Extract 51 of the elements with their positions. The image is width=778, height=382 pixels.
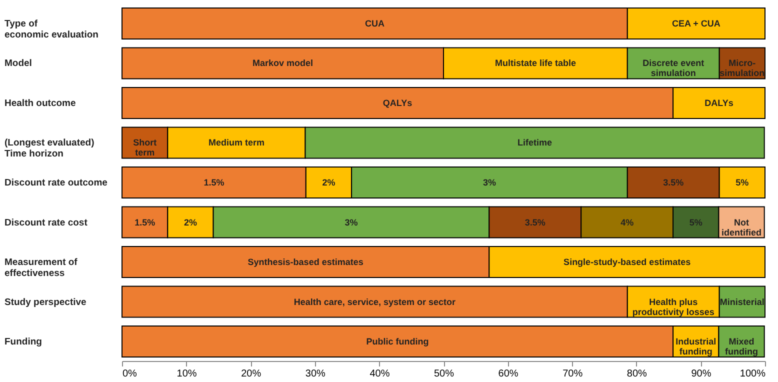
x-tick-label: 80%	[626, 368, 648, 380]
series-label: Discrete event simulation	[642, 58, 704, 78]
series-label: Micro- simulation	[720, 58, 765, 78]
x-tick-label: 60%	[498, 368, 518, 380]
text: 3.5%	[524, 217, 546, 228]
series-label: Lifetime	[518, 138, 552, 148]
series-label: Short term	[133, 138, 157, 158]
series-label: 2%	[322, 178, 336, 188]
series-label: Ministerial	[720, 296, 764, 307]
series-label: Mixed funding	[725, 336, 758, 357]
series-label: Multistate life table	[494, 58, 576, 68]
text: 2%	[184, 217, 197, 228]
series-label: Industrial funding	[676, 336, 716, 357]
x-tick-label: 90%	[691, 368, 712, 380]
x-tick-label: 40%	[370, 368, 390, 380]
series-label: 3%	[482, 178, 496, 188]
y-tick-label: Funding	[4, 336, 42, 348]
x-tick-label: 30%	[305, 368, 326, 380]
series-label: Synthesis-based estimates	[248, 257, 364, 268]
series-label: 1.5%	[204, 178, 224, 188]
series-label: DALYs	[704, 98, 734, 108]
x-tick-label: 10%	[176, 368, 197, 380]
text: 5%	[689, 217, 702, 228]
series-label: 4%	[620, 217, 634, 228]
series-label: Single-study-based estimates	[564, 257, 691, 268]
series-label: 5%	[736, 178, 749, 188]
y-tick-label: Discount rate cost	[4, 217, 88, 228]
series-label: Markov model	[252, 58, 314, 68]
series-label: CEA + CUA	[672, 18, 721, 28]
y-tick-label: Model	[4, 58, 32, 70]
text: 1.5%	[134, 217, 156, 228]
y-tick-label: Measurement of effectiveness	[4, 257, 78, 280]
x-tick-label: 100%	[740, 368, 766, 380]
x-tick-label: 0%	[122, 368, 138, 380]
y-tick-label: Discount rate outcome	[4, 178, 108, 188]
y-tick-label: Type of economic evaluation	[4, 18, 99, 40]
series-label: Health plus productivity losses	[632, 296, 714, 317]
x-tick-label: 20%	[241, 368, 262, 380]
y-tick-label: Study perspective	[4, 296, 86, 308]
series-label: Medium term	[208, 138, 264, 148]
series-label: CUA	[364, 18, 385, 28]
series-label: 3.5%	[663, 178, 684, 188]
y-tick-label: (Longest evaluated) Time horizon	[4, 138, 94, 160]
text: 3%	[344, 217, 358, 228]
x-tick-label: 70%	[562, 368, 583, 380]
series-label: Not identified	[722, 217, 762, 238]
series-label: Public funding	[366, 336, 429, 347]
y-tick-label: Health outcome	[4, 98, 76, 109]
series-label: QALYs	[382, 98, 412, 108]
x-tick-label: 50%	[434, 368, 454, 380]
series-label: Health care, service, system or sector	[294, 296, 456, 307]
